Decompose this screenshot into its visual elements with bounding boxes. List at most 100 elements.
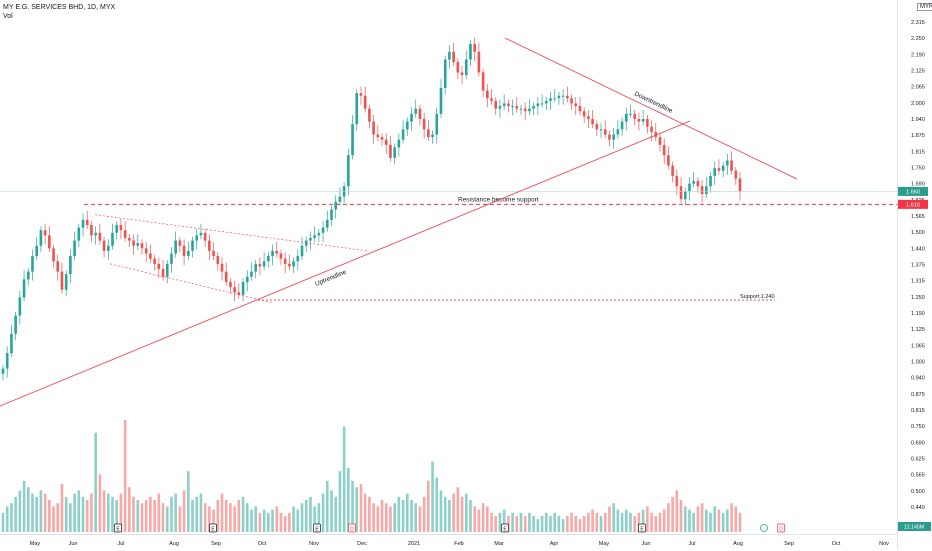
dividend-marker bbox=[348, 523, 356, 533]
candle-body bbox=[123, 230, 127, 238]
volume-bar bbox=[498, 512, 502, 532]
candle bbox=[688, 177, 691, 201]
volume-bar bbox=[679, 500, 683, 532]
candle bbox=[452, 42, 455, 66]
price-tick-label: 1.440 bbox=[911, 246, 925, 252]
currency-badge[interactable]: MYR bbox=[917, 3, 932, 11]
candle-body bbox=[427, 129, 430, 138]
candle bbox=[224, 262, 228, 286]
candle-body bbox=[94, 232, 97, 236]
candle-body bbox=[208, 240, 211, 251]
volume-indicator-label[interactable]: Vol bbox=[3, 13, 13, 20]
candle-body bbox=[275, 250, 279, 254]
volume-bar bbox=[633, 516, 637, 532]
candle bbox=[599, 122, 603, 139]
candle bbox=[410, 107, 413, 131]
candle-body bbox=[304, 240, 308, 246]
volume-bar bbox=[460, 496, 464, 532]
volume-bar bbox=[35, 496, 38, 532]
volume-bar bbox=[98, 474, 102, 532]
candle-body bbox=[566, 95, 569, 99]
time-tick-label: Aug bbox=[169, 541, 179, 547]
candle bbox=[18, 291, 22, 325]
candle bbox=[397, 133, 401, 157]
candle-body bbox=[182, 245, 186, 257]
price-tick-label: 0.750 bbox=[911, 424, 925, 430]
candle bbox=[582, 107, 586, 123]
volume-bar bbox=[574, 516, 578, 532]
volume-bar bbox=[10, 503, 13, 532]
candle-body bbox=[48, 235, 51, 249]
candle bbox=[667, 146, 670, 170]
candle-body bbox=[187, 250, 190, 257]
time-tick-label: Apr bbox=[550, 541, 559, 547]
time-tick-label: Mar bbox=[494, 541, 504, 547]
candle bbox=[443, 55, 447, 95]
candle-body bbox=[64, 274, 68, 290]
candle bbox=[650, 120, 653, 141]
price-tick-label: 1.875 bbox=[911, 133, 925, 139]
candle bbox=[355, 89, 359, 131]
price-tick-label: 0.940 bbox=[911, 376, 925, 382]
candle-body bbox=[473, 43, 476, 52]
candle bbox=[469, 40, 472, 66]
volume-bar bbox=[544, 512, 548, 532]
candle bbox=[528, 99, 531, 116]
volume-bar bbox=[557, 516, 561, 532]
volume-bar bbox=[667, 503, 670, 532]
volume-bar bbox=[111, 496, 114, 532]
candle bbox=[351, 115, 354, 160]
volume-bar bbox=[624, 509, 628, 532]
candle-body bbox=[224, 271, 228, 282]
volume-bar bbox=[393, 503, 396, 532]
candle-body bbox=[490, 98, 493, 101]
price-tick-label: 1.190 bbox=[911, 311, 925, 317]
time-tick-label: Jun bbox=[69, 541, 78, 547]
support-price-badge bbox=[898, 199, 928, 209]
candle bbox=[549, 91, 552, 110]
candle-body bbox=[561, 95, 565, 97]
volume-bar bbox=[658, 512, 662, 532]
event-circle-marker bbox=[760, 524, 768, 532]
candle-body bbox=[271, 250, 274, 257]
volume-bars bbox=[1, 420, 742, 532]
candle bbox=[22, 270, 26, 302]
candle-body bbox=[671, 165, 674, 176]
candle-body bbox=[553, 98, 556, 100]
symbol-line[interactable]: MY E.G. SERVICES BHD, 1D, MYX bbox=[3, 4, 116, 11]
candle-body bbox=[10, 333, 13, 354]
candle bbox=[464, 50, 468, 79]
volume-bar bbox=[494, 516, 498, 532]
candle bbox=[208, 234, 211, 260]
candle-body bbox=[18, 297, 22, 316]
candle-body bbox=[296, 256, 300, 262]
price-axis[interactable] bbox=[897, 0, 932, 550]
support-price-badge-text: 1.610 bbox=[906, 202, 920, 208]
time-tick-label: Sep bbox=[784, 541, 794, 547]
volume-bar bbox=[591, 509, 594, 532]
candle-body bbox=[578, 106, 582, 112]
candle-body bbox=[397, 139, 401, 148]
candle bbox=[245, 270, 249, 292]
candle bbox=[300, 236, 304, 260]
candle bbox=[658, 133, 662, 152]
candle bbox=[304, 236, 308, 253]
volume-bar bbox=[401, 500, 405, 532]
candle bbox=[77, 223, 81, 248]
candle-body bbox=[629, 113, 632, 115]
volume-bar bbox=[18, 490, 22, 532]
candle-body bbox=[464, 59, 468, 76]
candle bbox=[69, 249, 72, 284]
candle bbox=[730, 151, 733, 175]
candle-body bbox=[389, 144, 392, 158]
candle-body bbox=[321, 227, 325, 233]
candle-body bbox=[165, 263, 169, 277]
time-axis[interactable] bbox=[0, 534, 897, 551]
candle bbox=[544, 97, 548, 110]
candle bbox=[241, 278, 245, 302]
candle-body bbox=[523, 108, 527, 112]
candle-body bbox=[620, 121, 624, 130]
volume-bar bbox=[629, 512, 632, 532]
